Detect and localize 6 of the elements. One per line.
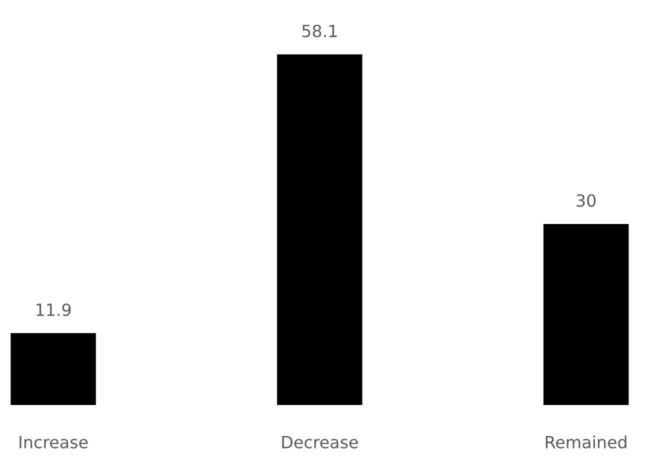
data-label: 30 [576,194,596,207]
x-tick-label: Remained [546,436,626,448]
x-tick-label: Increase [20,436,88,448]
data-label: 11.9 [36,303,71,316]
x-tick-label: Decrease [282,436,358,448]
data-label: 58.1 [302,24,337,38]
